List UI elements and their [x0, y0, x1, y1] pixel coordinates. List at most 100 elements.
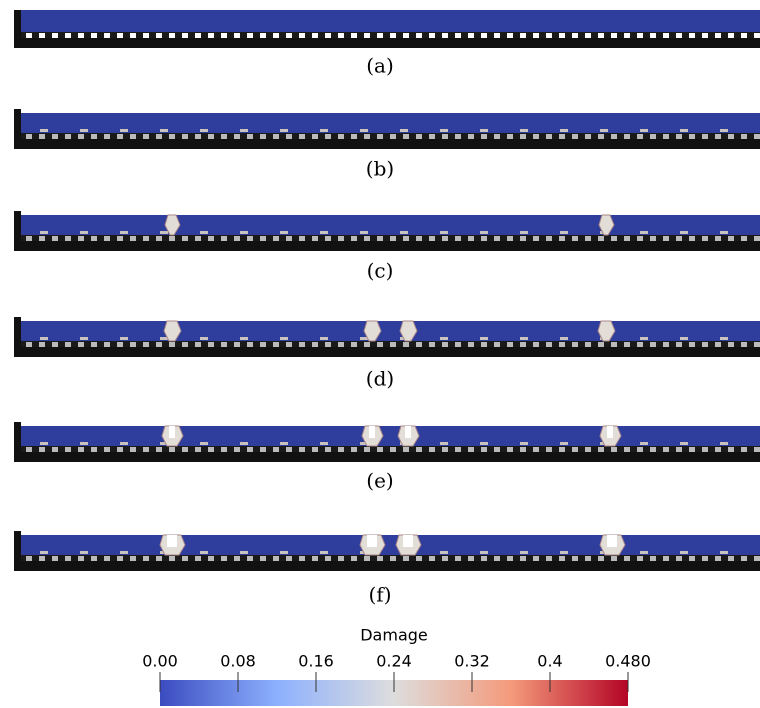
tooth-gap — [507, 33, 513, 38]
tooth-gap — [494, 556, 500, 561]
tooth-gap — [299, 33, 305, 38]
tooth-gap — [234, 556, 240, 561]
tooth-gap — [130, 447, 136, 452]
tooth-gap — [585, 236, 591, 241]
tooth-gap — [312, 236, 318, 241]
tooth-gap — [260, 556, 266, 561]
tooth-gap — [91, 134, 97, 139]
damage-spot — [280, 442, 288, 445]
tooth-gap — [234, 236, 240, 241]
damage-spot — [480, 551, 488, 554]
tooth-gap — [221, 556, 227, 561]
damage-spot — [360, 231, 368, 234]
tooth-gap — [624, 134, 630, 139]
damage-spot — [440, 337, 448, 340]
tooth-gap — [364, 342, 370, 347]
tooth-gap — [559, 33, 565, 38]
damage-spot — [640, 442, 648, 445]
tooth-gap — [702, 236, 708, 241]
crack-gap — [367, 535, 377, 547]
damage-spot — [360, 129, 368, 132]
tooth-gap — [442, 134, 448, 139]
damage-spot — [80, 129, 88, 132]
damage-spot — [320, 551, 328, 554]
damage-spot — [320, 337, 328, 340]
tooth-gap — [130, 342, 136, 347]
base — [14, 561, 760, 571]
crack-gap — [403, 535, 413, 547]
damage-spot — [240, 337, 248, 340]
damage-spot — [280, 129, 288, 132]
damage-spot — [640, 231, 648, 234]
crack-gap — [169, 426, 175, 438]
tooth-gap — [715, 556, 721, 561]
base — [14, 241, 760, 251]
tooth-gap — [494, 236, 500, 241]
tooth-gap — [260, 236, 266, 241]
tooth-gap — [416, 33, 422, 38]
crack-gap — [607, 535, 617, 547]
tooth-gap — [117, 447, 123, 452]
tooth-gap — [403, 134, 409, 139]
tooth-gap — [91, 236, 97, 241]
tooth-gap — [533, 342, 539, 347]
tooth-gap — [299, 342, 305, 347]
base — [14, 139, 760, 149]
tooth-gap — [546, 33, 552, 38]
tooth-gap — [52, 236, 58, 241]
tooth-gap — [676, 236, 682, 241]
tooth-gap — [195, 236, 201, 241]
tooth-gap — [65, 236, 71, 241]
tooth-gap — [533, 236, 539, 241]
tooth-gap — [663, 236, 669, 241]
tooth-gap — [286, 33, 292, 38]
tooth-gap — [728, 134, 734, 139]
tooth-gap — [390, 33, 396, 38]
tooth-gap — [299, 447, 305, 452]
tooth-gap — [533, 556, 539, 561]
tooth-gap — [572, 556, 578, 561]
tooth-gap — [182, 134, 188, 139]
damage-spot — [480, 442, 488, 445]
tooth-gap — [78, 33, 84, 38]
damage-spot — [240, 231, 248, 234]
tooth-gap — [572, 236, 578, 241]
tooth-gap — [390, 342, 396, 347]
tooth-gap — [156, 236, 162, 241]
tooth-gap — [78, 134, 84, 139]
tooth-gap — [676, 134, 682, 139]
tooth-gap — [195, 447, 201, 452]
tooth-gap — [611, 236, 617, 241]
tooth-gap — [715, 342, 721, 347]
tooth-gap — [598, 33, 604, 38]
tooth-gap — [143, 556, 149, 561]
tooth-gap — [26, 556, 32, 561]
post — [14, 317, 21, 353]
damage-spot — [120, 231, 128, 234]
tooth-gap — [611, 33, 617, 38]
tooth-gap — [520, 134, 526, 139]
tooth-gap — [572, 134, 578, 139]
tooth-gap — [650, 134, 656, 139]
tooth-gap — [221, 134, 227, 139]
tooth-gap — [481, 342, 487, 347]
tooth-gap — [182, 556, 188, 561]
tooth-gap — [533, 447, 539, 452]
tooth-gap — [702, 134, 708, 139]
panel-label: (c) — [367, 259, 394, 283]
damage-spot — [560, 129, 568, 132]
tooth-gap — [611, 447, 617, 452]
damage-spot — [80, 442, 88, 445]
tooth-gap — [351, 556, 357, 561]
damage-spot — [520, 231, 528, 234]
tooth-gap — [559, 342, 565, 347]
tooth-gap — [104, 447, 110, 452]
tooth-gap — [286, 342, 292, 347]
tooth-gap — [585, 556, 591, 561]
damage-spot — [80, 337, 88, 340]
tooth-gap — [78, 447, 84, 452]
tooth-gap — [143, 342, 149, 347]
tooth-gap — [104, 134, 110, 139]
tooth-gap — [546, 236, 552, 241]
tooth-gap — [481, 134, 487, 139]
